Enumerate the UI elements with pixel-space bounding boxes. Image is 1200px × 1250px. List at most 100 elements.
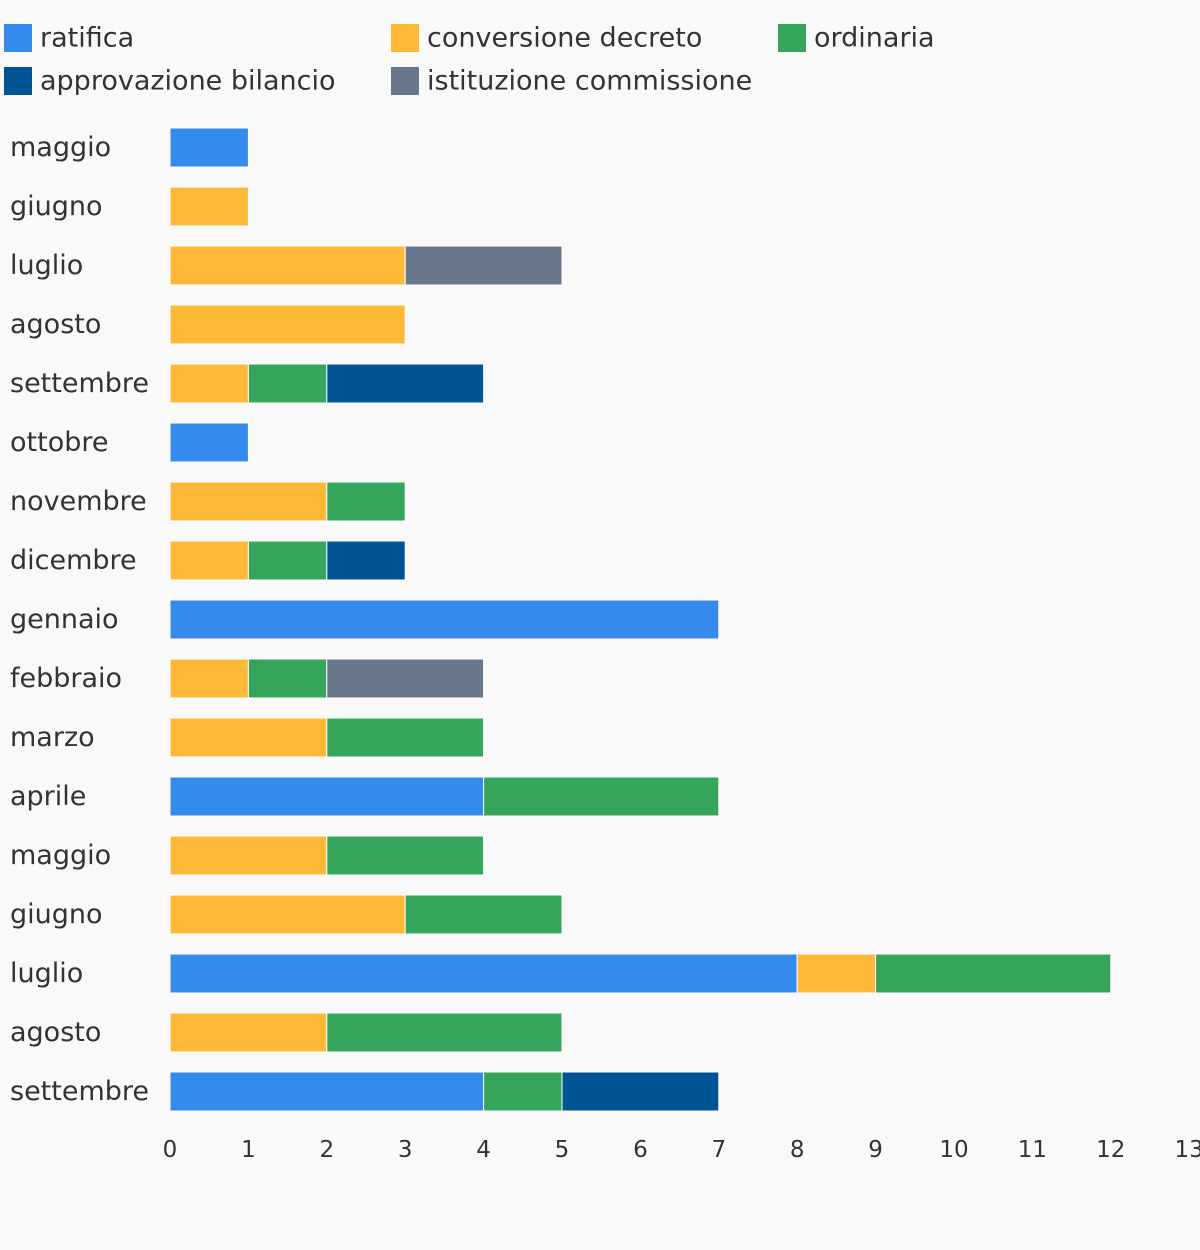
x-tick-label: 10 (939, 1137, 968, 1163)
category-label: gennaio (10, 604, 119, 635)
x-tick-label: 1 (241, 1137, 256, 1163)
bar-segment (326, 1012, 563, 1053)
bar-row (169, 186, 249, 227)
category-label: settembre (10, 368, 149, 399)
category-axis: maggio giugno luglio agosto settembre ottobre… (10, 132, 149, 1107)
bar-segment (326, 717, 485, 758)
bar-segment (326, 835, 485, 876)
bar-segment (169, 363, 249, 404)
x-tick-label: 6 (633, 1137, 648, 1163)
bar-segment (326, 363, 485, 404)
x-tick-label: 12 (1096, 1137, 1125, 1163)
legend: ratifica conversione decreto ordinaria appr… (4, 23, 935, 97)
x-tick-label: 13 (1175, 1137, 1200, 1163)
category-label: maggio (10, 132, 111, 163)
legend-item: conversione decreto (391, 23, 702, 54)
bar-segment (326, 658, 485, 699)
bar-row (169, 481, 406, 522)
bar-segment (169, 186, 249, 227)
bar-row (169, 894, 563, 935)
legend-item: approvazione bilancio (4, 66, 336, 97)
bar-segment (169, 835, 328, 876)
bar-row (169, 1012, 563, 1053)
legend-label: istituzione commissione (427, 66, 752, 97)
legend-item: ratifica (4, 23, 134, 54)
bar-segment (169, 1071, 485, 1112)
bar-row (169, 363, 485, 404)
legend-label: ratifica (40, 23, 134, 54)
bar-row (169, 245, 563, 286)
bar-segment (169, 1012, 328, 1053)
bar-segment (404, 245, 563, 286)
bar-row (169, 127, 249, 168)
legend-swatch (778, 24, 806, 52)
category-label: luglio (10, 958, 83, 989)
category-label: agosto (10, 1017, 101, 1048)
bar-segment (169, 894, 406, 935)
category-label: giugno (10, 191, 103, 222)
category-label: maggio (10, 840, 111, 871)
plot-area (169, 127, 1112, 1112)
x-tick-label: 0 (163, 1137, 178, 1163)
bar-segment (169, 953, 798, 994)
bar-segment (796, 953, 877, 994)
category-label: ottobre (10, 427, 108, 458)
bar-segment (561, 1071, 720, 1112)
bar-segment (169, 245, 406, 286)
legend-swatch (391, 24, 419, 52)
bar-segment (169, 481, 328, 522)
bar-segment (247, 540, 328, 581)
x-tick-label: 11 (1018, 1137, 1047, 1163)
bar-row (169, 599, 720, 640)
category-label: novembre (10, 486, 147, 517)
bar-segment (169, 540, 249, 581)
legend-swatch (4, 67, 32, 95)
legend-swatch (391, 67, 419, 95)
bar-row (169, 304, 406, 345)
bar-row (169, 540, 406, 581)
bar-row (169, 953, 1112, 994)
bar-segment (169, 717, 328, 758)
legend-label: conversione decreto (427, 23, 702, 54)
category-label: febbraio (10, 663, 122, 694)
legend-label: ordinaria (814, 23, 935, 54)
bar-segment (169, 422, 249, 463)
bar-segment (169, 304, 406, 345)
bar-row (169, 776, 720, 817)
bar-row (169, 1071, 720, 1112)
bar-segment (404, 894, 563, 935)
value-axis: 0 1 2 3 4 5 6 7 8 9 10 11 12 13 (163, 1137, 1200, 1163)
bar-row (169, 422, 249, 463)
legend-item: ordinaria (778, 23, 935, 54)
bar-segment (169, 599, 720, 640)
category-label: aprile (10, 781, 86, 812)
bar-segment (483, 776, 720, 817)
category-label: marzo (10, 722, 95, 753)
x-tick-label: 7 (711, 1137, 726, 1163)
x-tick-label: 2 (319, 1137, 334, 1163)
bar-segment (247, 658, 328, 699)
x-tick-label: 4 (476, 1137, 491, 1163)
category-label: settembre (10, 1076, 149, 1107)
legend-swatch (4, 24, 32, 52)
bar-segment (247, 363, 328, 404)
category-label: agosto (10, 309, 101, 340)
legend-label: approvazione bilancio (40, 66, 336, 97)
bar-row (169, 717, 485, 758)
bar-segment (169, 658, 249, 699)
x-tick-label: 9 (868, 1137, 883, 1163)
category-label: giugno (10, 899, 103, 930)
bar-segment (875, 953, 1112, 994)
bar-segment (169, 776, 485, 817)
bar-row (169, 835, 485, 876)
bar-row (169, 658, 485, 699)
bar-segment (169, 127, 249, 168)
x-tick-label: 5 (555, 1137, 570, 1163)
bar-segment (326, 481, 406, 522)
category-label: luglio (10, 250, 83, 281)
category-label: dicembre (10, 545, 137, 576)
x-tick-label: 3 (398, 1137, 413, 1163)
x-tick-label: 8 (790, 1137, 805, 1163)
legend-item: istituzione commissione (391, 66, 752, 97)
